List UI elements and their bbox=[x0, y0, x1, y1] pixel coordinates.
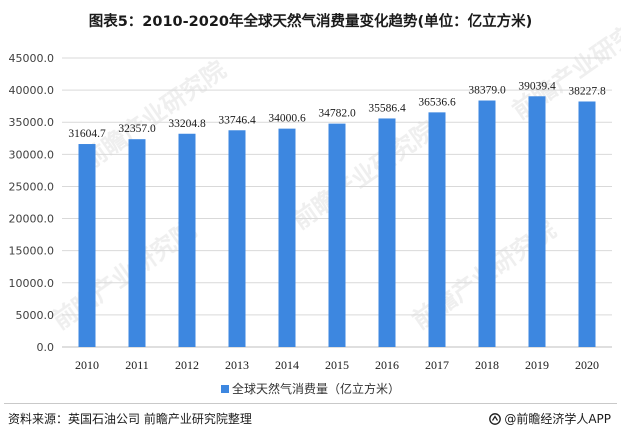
x-tick-label: 2015 bbox=[325, 358, 349, 372]
watermark-text: 前瞻产业研究院 bbox=[507, 6, 621, 125]
bar bbox=[128, 139, 146, 347]
data-label: 34000.6 bbox=[268, 113, 306, 125]
data-label: 38227.8 bbox=[568, 85, 606, 97]
y-tick-label: 15000.0 bbox=[9, 245, 55, 258]
x-tick-label: 2020 bbox=[575, 358, 599, 372]
y-tick-label: 40000.0 bbox=[9, 84, 55, 97]
data-label: 39039.4 bbox=[518, 80, 556, 92]
y-tick-label: 30000.0 bbox=[9, 148, 55, 161]
x-tick-label: 2013 bbox=[225, 358, 249, 372]
data-label: 32357.0 bbox=[118, 123, 156, 135]
x-tick-label: 2010 bbox=[75, 358, 99, 372]
data-label: 34782.0 bbox=[318, 108, 356, 120]
brand-credit-text: @前瞻经济学人APP bbox=[504, 412, 611, 426]
brand-credit: @前瞻经济学人APP bbox=[489, 410, 611, 427]
watermark-text: 前瞻产业研究院 bbox=[287, 116, 441, 235]
legend-swatch bbox=[220, 384, 229, 393]
x-tick-label: 2016 bbox=[375, 358, 399, 372]
bar bbox=[578, 101, 596, 347]
x-tick-label: 2019 bbox=[525, 358, 549, 372]
data-labels: 31604.7 32357.0 33204.8 33746.4 34000.6 34782… bbox=[68, 80, 606, 140]
watermark-text: 前瞻产业研究院 bbox=[47, 216, 201, 335]
brand-logo-icon bbox=[489, 412, 502, 425]
bar bbox=[178, 133, 196, 347]
x-tick-label: 2014 bbox=[275, 358, 299, 372]
x-tick-label: 2018 bbox=[475, 358, 499, 372]
y-tick-label: 10000.0 bbox=[9, 277, 55, 290]
legend-label: 全球天然气消费量（亿立方米） bbox=[231, 382, 400, 396]
bar bbox=[528, 96, 546, 347]
bar bbox=[328, 123, 346, 347]
bar bbox=[78, 144, 96, 347]
x-tick-label: 2017 bbox=[425, 358, 449, 372]
data-label: 36536.6 bbox=[418, 96, 456, 108]
bar bbox=[428, 112, 446, 347]
data-label: 31604.7 bbox=[68, 128, 106, 140]
footer-divider bbox=[4, 403, 617, 404]
source-note: 资料来源：英国石油公司 前瞻产业研究院整理 bbox=[8, 412, 252, 426]
bar bbox=[228, 130, 246, 347]
y-tick-label: 20000.0 bbox=[9, 213, 55, 226]
y-tick-label: 35000.0 bbox=[9, 116, 55, 129]
data-label: 33204.8 bbox=[168, 118, 206, 130]
x-tick-label: 2011 bbox=[125, 358, 149, 372]
bar bbox=[478, 100, 496, 347]
y-axis: 0.0 5000.0 10000.0 15000.0 20000.0 25000.0 300… bbox=[9, 52, 55, 354]
bar bbox=[378, 118, 396, 347]
y-tick-label: 45000.0 bbox=[9, 52, 55, 65]
x-tick-label: 2012 bbox=[175, 358, 199, 372]
y-tick-label: 5000.0 bbox=[16, 309, 55, 322]
bar-series bbox=[78, 96, 596, 347]
data-label: 35586.4 bbox=[368, 102, 406, 114]
y-tick-label: 25000.0 bbox=[9, 180, 55, 193]
x-axis: 2010 2011 2012 2013 2014 2015 2016 2017 2018 2019… bbox=[75, 358, 599, 372]
y-tick-label: 0.0 bbox=[37, 341, 55, 354]
bar bbox=[278, 128, 296, 347]
watermark-text: 前瞻产业研究院 bbox=[77, 56, 231, 175]
data-label: 38379.0 bbox=[468, 85, 506, 97]
data-label: 33746.4 bbox=[218, 114, 256, 126]
chart-title: 图表5：2010-2020年全球天然气消费量变化趋势(单位：亿立方米) bbox=[88, 14, 533, 30]
legend: 全球天然气消费量（亿立方米） bbox=[0, 380, 621, 397]
